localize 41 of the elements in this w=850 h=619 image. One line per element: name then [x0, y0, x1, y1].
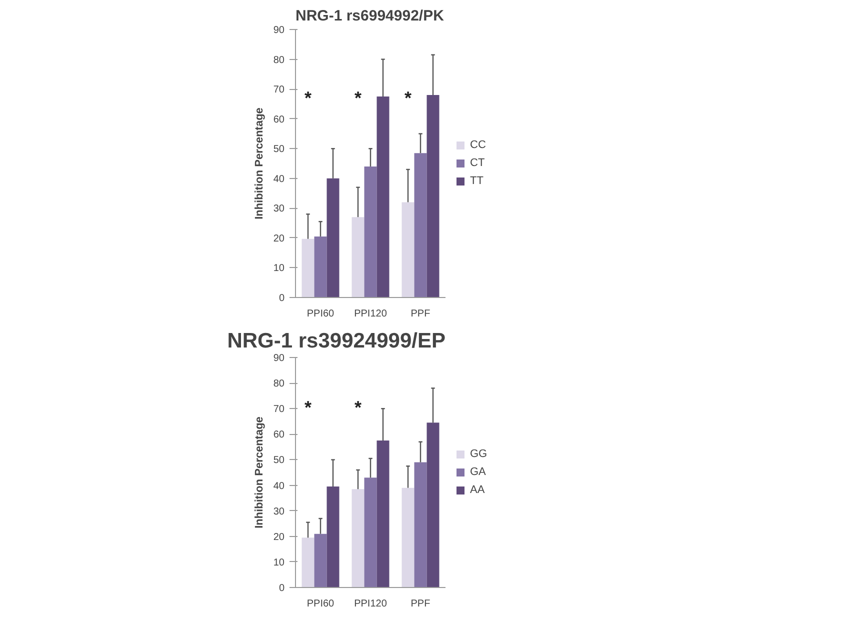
y-tick-label: 20 — [273, 532, 285, 543]
legend-label: AA — [470, 484, 486, 496]
y-tick-label: 30 — [273, 204, 285, 215]
y-tick-label: 50 — [273, 455, 285, 466]
y-axis-title: Inhibition Percentage — [253, 108, 266, 220]
y-tick-label: 60 — [273, 114, 285, 126]
y-axis-title: Inhibition Percentage — [253, 416, 266, 528]
x-tick-label: PPF — [410, 598, 430, 610]
chart-title: NRG-1 rs6994992/PK — [296, 8, 444, 24]
annotation: * — [354, 398, 362, 418]
legend-label: CC — [470, 139, 487, 151]
y-tick-label: 80 — [273, 54, 285, 66]
y-tick-label: 0 — [278, 293, 285, 304]
x-tick-label: PPI60 — [306, 598, 335, 610]
legend-label: GA — [470, 466, 487, 478]
legend-label: GG — [470, 448, 488, 460]
x-tick-label: PPI60 — [306, 308, 335, 320]
y-tick-label: 10 — [273, 557, 285, 568]
y-tick-label: 60 — [273, 430, 285, 441]
x-tick-label: PPI120 — [354, 598, 388, 610]
y-tick-label: 10 — [273, 263, 285, 274]
y-tick-label: 40 — [273, 174, 285, 185]
y-tick-label: 90 — [273, 353, 285, 364]
legend-label: CT — [470, 157, 486, 169]
x-tick-label: PPF — [410, 308, 430, 320]
annotation: * — [304, 88, 312, 108]
y-tick-label: 90 — [273, 25, 285, 36]
y-tick-label: 70 — [273, 84, 285, 96]
y-tick-label: 30 — [273, 506, 285, 518]
y-tick-label: 40 — [273, 480, 285, 492]
legend-label: TT — [470, 175, 484, 187]
annotation: * — [354, 88, 362, 108]
annotation: * — [304, 398, 312, 418]
y-tick-label: 20 — [273, 233, 285, 244]
x-tick-label: PPI120 — [354, 308, 388, 320]
y-tick-label: 80 — [273, 378, 285, 390]
y-tick-label: 50 — [273, 144, 285, 156]
chart-title: NRG-1 rs39924999/EP — [227, 330, 446, 352]
annotation: * — [404, 88, 412, 108]
y-tick-label: 0 — [278, 583, 285, 594]
y-tick-label: 70 — [273, 404, 285, 416]
